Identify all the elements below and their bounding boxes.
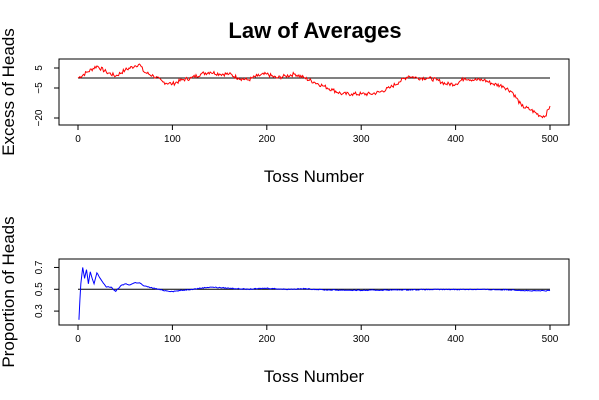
x-tick-label: 200 (258, 134, 275, 145)
chart-title: Law of Averages (228, 18, 401, 43)
y-axis-label-top: Excess of Heads (0, 28, 18, 156)
y-tick-label: 0.7 (34, 260, 45, 274)
plot-frame-top (58, 58, 570, 126)
x-tick-label: 300 (353, 334, 370, 345)
proportion-of-heads-series (78, 267, 551, 320)
plot-frame-bottom (58, 258, 570, 326)
y-tick-label: −5 (34, 82, 45, 94)
x-tick-label: 200 (258, 334, 275, 345)
x-tick-label: 500 (542, 134, 559, 145)
y-axis-bottom: 0.3 0.5 0.7 (34, 260, 59, 318)
x-tick-label: 400 (447, 134, 464, 145)
x-tick-label: 100 (164, 134, 181, 145)
y-axis-label-bottom: Proportion of Heads (0, 216, 18, 367)
excess-of-heads-series (77, 63, 551, 119)
y-tick-label: 0.5 (34, 282, 45, 296)
x-tick-label: 500 (542, 334, 559, 345)
y-tick-label: 0.3 (34, 304, 45, 318)
x-tick-label: 0 (75, 334, 81, 345)
panel-proportion-of-heads: 0 100 200 300 400 500 0.3 0.5 0.7 Toss Number P… (0, 216, 570, 386)
x-tick-label: 100 (164, 334, 181, 345)
y-axis-top: −20 −5 5 (34, 65, 59, 126)
x-axis-bottom: 0 100 200 300 400 500 (75, 325, 559, 345)
y-tick-label: 5 (34, 65, 45, 71)
panel-excess-of-heads: 0 100 200 300 400 500 −20 −5 5 Toss Number Exce… (0, 28, 570, 186)
x-axis-label-bottom: Toss Number (264, 367, 364, 386)
x-tick-label: 0 (75, 134, 81, 145)
x-tick-label: 300 (353, 134, 370, 145)
x-axis-top: 0 100 200 300 400 500 (75, 125, 559, 145)
x-tick-label: 400 (447, 334, 464, 345)
x-axis-label-top: Toss Number (264, 167, 364, 186)
y-tick-label: −20 (34, 109, 45, 126)
